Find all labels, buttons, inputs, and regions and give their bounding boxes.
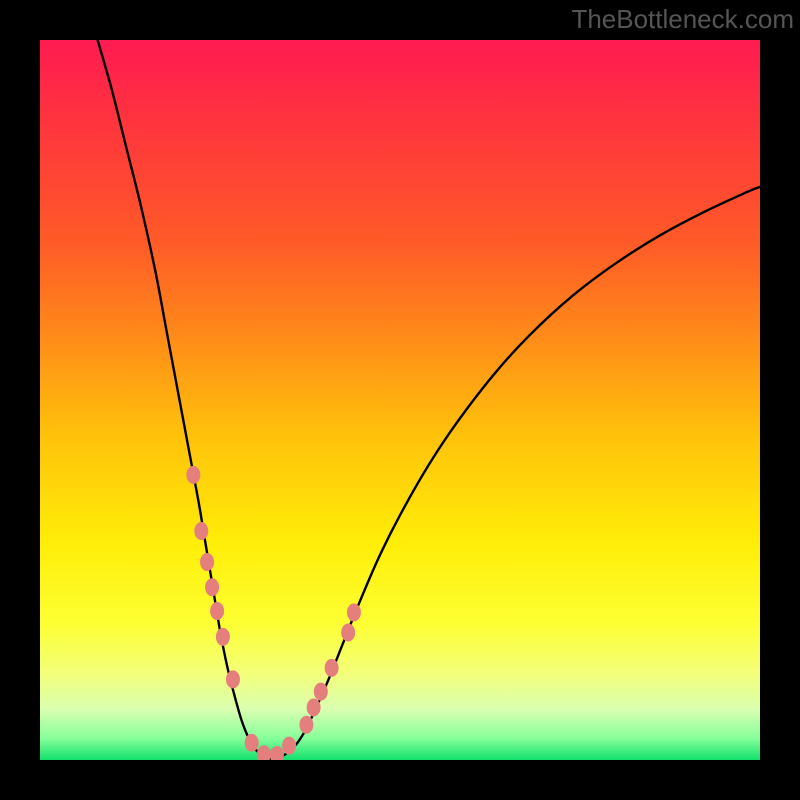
plot-svg <box>40 40 760 760</box>
marker-point <box>245 734 259 752</box>
watermark-text: TheBottleneck.com <box>571 4 794 35</box>
marker-point <box>186 466 200 484</box>
marker-point <box>210 602 224 620</box>
plot-area <box>40 40 760 760</box>
marker-point <box>299 716 313 734</box>
marker-point <box>282 737 296 755</box>
marker-point <box>341 624 355 642</box>
marker-point <box>200 553 214 571</box>
marker-point <box>314 683 328 701</box>
marker-point <box>307 698 321 716</box>
marker-point <box>226 670 240 688</box>
marker-point <box>325 659 339 677</box>
marker-point <box>216 628 230 646</box>
marker-point <box>194 522 208 540</box>
marker-point <box>347 603 361 621</box>
marker-point <box>205 578 219 596</box>
gradient-background <box>40 40 760 760</box>
